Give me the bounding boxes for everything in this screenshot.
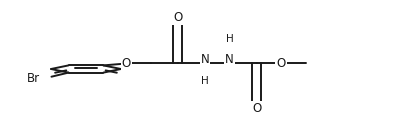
Text: H: H [201,76,209,86]
Text: O: O [277,57,286,70]
Text: O: O [252,103,261,116]
Text: O: O [122,57,131,70]
Text: N: N [225,53,234,66]
Text: H: H [226,34,233,44]
Text: O: O [174,11,183,24]
Text: Br: Br [26,72,39,85]
Text: N: N [201,53,209,66]
